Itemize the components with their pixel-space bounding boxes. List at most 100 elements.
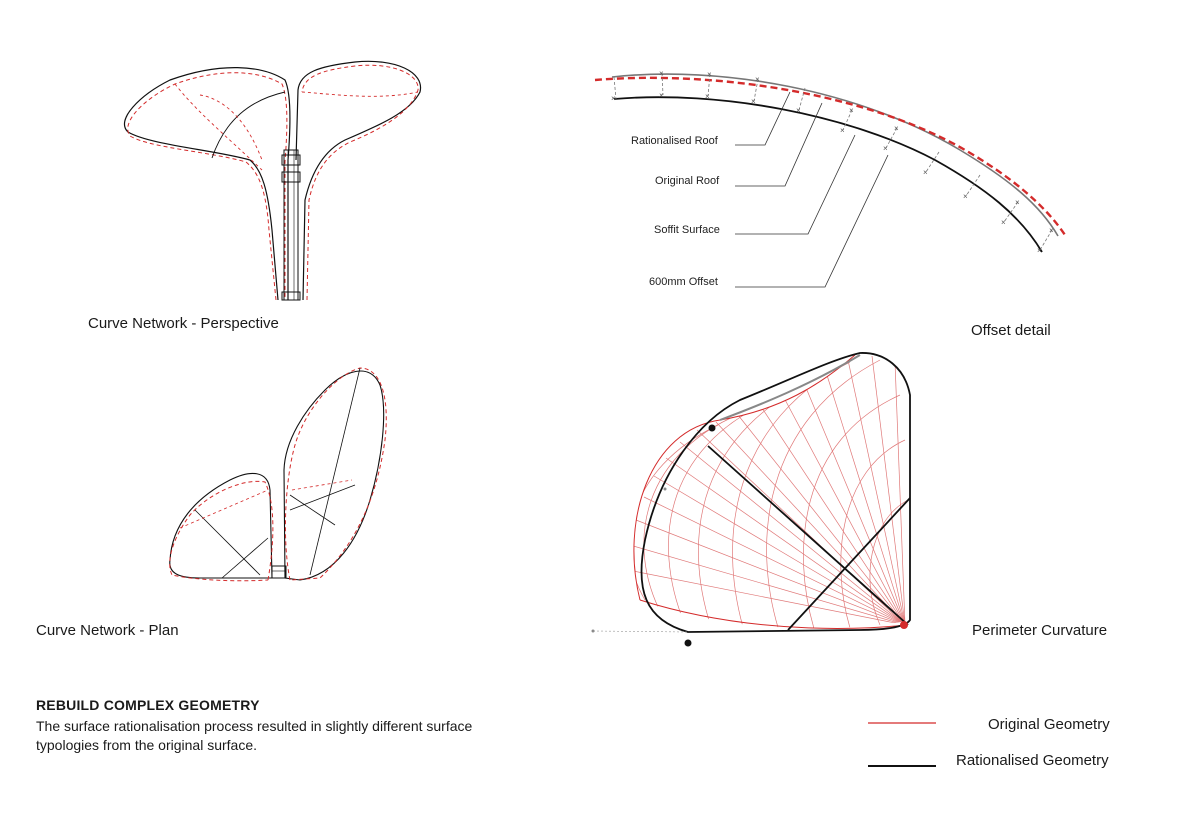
mesh-line xyxy=(696,429,906,626)
mesh-line xyxy=(633,569,906,626)
mesh-line xyxy=(825,371,906,626)
mesh-ring xyxy=(732,361,851,629)
curvature-title: Perimeter Curvature xyxy=(972,622,1108,639)
offset-node-mark: × xyxy=(1037,246,1042,255)
legend-original-label: Original Geometry xyxy=(988,716,1110,733)
section-description: The surface rationalisation process resu… xyxy=(36,718,473,753)
offset-node-mark: × xyxy=(707,70,712,79)
mesh-line xyxy=(803,382,906,626)
mesh-line xyxy=(653,475,906,626)
offset-node-mark: × xyxy=(1015,198,1020,207)
offset-detail: × × × × × × × × × × × × × × × × × × xyxy=(594,69,1066,288)
offset-tick xyxy=(707,73,711,97)
offset-node-mark: × xyxy=(883,144,888,153)
control-point-small xyxy=(663,487,667,491)
mesh-ring xyxy=(766,359,881,629)
curvature-original-perimeter xyxy=(633,354,906,629)
offset-node-mark: × xyxy=(840,126,845,135)
mesh-line xyxy=(847,359,906,626)
mesh-line xyxy=(737,414,906,626)
perspective-right-petal-rationalised xyxy=(295,60,422,301)
offset-node-mark: × xyxy=(796,106,801,115)
offset-tick xyxy=(925,151,940,173)
perspective-column-base xyxy=(281,291,301,301)
offset-node-mark: × xyxy=(659,69,664,78)
offset-tick xyxy=(798,87,806,111)
mesh-ring xyxy=(643,409,751,616)
soffit-surface-curve xyxy=(613,96,1043,253)
plan-left-grid-line xyxy=(194,509,261,576)
offset-node-mark: × xyxy=(1001,218,1006,227)
perimeter-curvature xyxy=(591,352,911,647)
mesh-ring xyxy=(840,439,906,629)
perspective-column-joint xyxy=(281,171,301,183)
curvature-rationalised-perimeter xyxy=(640,352,911,633)
rationalised-roof-label: Rationalised Roof xyxy=(631,135,718,147)
plan-left-lobe-rationalised xyxy=(169,472,273,579)
plan-right-grid-line xyxy=(289,494,336,526)
offset-node-mark: × xyxy=(963,192,968,201)
mesh-line xyxy=(894,361,906,626)
perspective-curve-network xyxy=(123,60,422,301)
perspective-title: Curve Network - Perspective xyxy=(88,315,279,332)
curvature-divider xyxy=(787,497,911,631)
soffit-surface-label: Soffit Surface xyxy=(654,224,720,236)
offset-tick xyxy=(842,109,853,131)
curvature-guide-line xyxy=(592,630,689,633)
curvature-mesh xyxy=(633,355,909,629)
control-point xyxy=(684,639,692,647)
original-roof-curve xyxy=(594,76,1066,236)
plan-left-lobe-original xyxy=(169,480,274,582)
offset-label: 600mm Offset xyxy=(649,276,718,288)
offset-tick xyxy=(753,78,759,102)
offset-tick xyxy=(885,127,898,149)
offset-tick xyxy=(661,72,664,96)
mesh-line xyxy=(715,421,906,626)
perspective-right-interior-curve xyxy=(301,91,419,97)
offset-tick xyxy=(1039,229,1053,251)
offset-tick xyxy=(1003,201,1019,223)
mesh-line xyxy=(781,393,906,626)
perspective-left-interior-curve xyxy=(199,94,263,161)
plan-right-lobe-original xyxy=(284,367,387,581)
mesh-line xyxy=(679,441,906,626)
plan-right-grid-line xyxy=(289,484,356,511)
legend-rationalised-label: Rationalised Geometry xyxy=(956,752,1109,769)
offset-tick xyxy=(965,174,981,197)
curvature-grey-edge xyxy=(719,354,861,421)
mesh-line xyxy=(871,355,906,626)
control-point xyxy=(900,621,908,629)
offset-ticks xyxy=(613,72,1053,251)
plan-right-grid-line xyxy=(291,479,353,491)
offset-node-mark: × xyxy=(923,168,928,177)
offset-node-mark: × xyxy=(751,97,756,106)
section-heading: REBUILD COMPLEX GEOMETRY xyxy=(36,697,260,713)
mesh-line xyxy=(635,519,906,626)
mesh-ring xyxy=(668,394,786,626)
perspective-left-interior-curve xyxy=(211,91,286,159)
control-point xyxy=(708,424,716,432)
perspective-left-interior-curve xyxy=(174,83,263,171)
plan-curve-network xyxy=(169,367,387,582)
leader-original-roof xyxy=(735,102,823,187)
offset-leaders xyxy=(735,91,889,288)
offset-title: Offset detail xyxy=(971,322,1051,339)
perspective-left-petal-rationalised xyxy=(123,67,291,301)
mesh-line xyxy=(643,496,906,626)
rationalised-roof-curve xyxy=(611,73,1059,237)
mesh-ring xyxy=(633,424,719,601)
offset-node-mark: × xyxy=(849,106,854,115)
offset-node-mark: × xyxy=(755,75,760,84)
perspective-column-joint xyxy=(281,154,301,166)
offset-node-mark: × xyxy=(705,92,710,101)
leader-rationalised-roof xyxy=(735,91,791,146)
offset-node-mark: × xyxy=(611,94,616,103)
original-roof-label: Original Roof xyxy=(655,175,720,187)
plan-title: Curve Network - Plan xyxy=(36,622,179,639)
mesh-line xyxy=(633,544,906,626)
leader-soffit-surface xyxy=(735,134,856,235)
perspective-right-petal-original xyxy=(301,64,419,301)
plan-column xyxy=(271,565,287,579)
mesh-line xyxy=(759,404,906,626)
